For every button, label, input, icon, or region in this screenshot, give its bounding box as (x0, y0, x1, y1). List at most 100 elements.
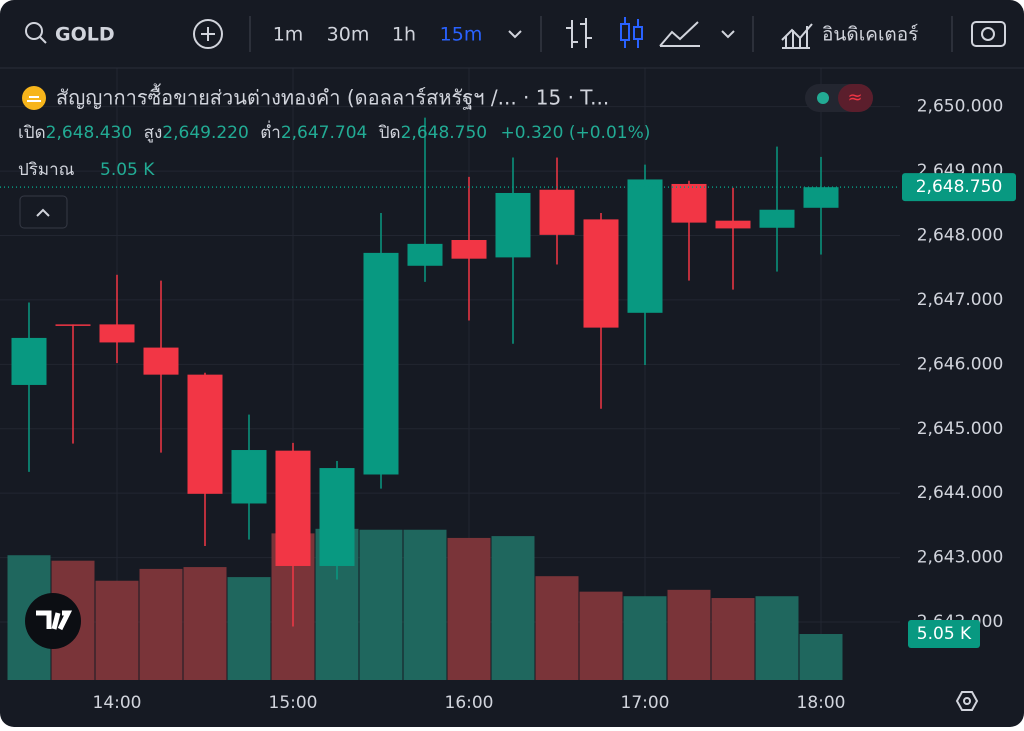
collapse-legend[interactable] (19, 195, 68, 229)
candle-icon (633, 26, 643, 40)
candle-body (803, 187, 839, 208)
symbol-search[interactable]: GOLD (25, 22, 115, 46)
candle-body (627, 179, 663, 313)
candle-icon (620, 23, 630, 41)
y-tick-label: 2,645.000 (917, 419, 1004, 439)
volume-bar (359, 529, 403, 680)
x-tick-label: 15:00 (269, 693, 318, 713)
candle-style-icon[interactable] (620, 17, 643, 48)
candle-body (583, 219, 619, 328)
volume-bar (139, 568, 183, 680)
y-tick-label: 2,644.000 (917, 483, 1004, 503)
indicators-label[interactable]: อินดิเคเตอร์ (822, 24, 918, 46)
candle-body (539, 189, 575, 235)
interval[interactable]: 1h (392, 24, 416, 46)
logo-mark (36, 610, 73, 631)
camera-icon (981, 27, 995, 41)
volume-bar (447, 537, 491, 680)
add-symbol[interactable] (193, 19, 223, 49)
candle-body (363, 252, 399, 475)
candle-body (715, 220, 751, 229)
candle-body (759, 209, 795, 228)
settings-button[interactable] (955, 691, 979, 711)
volume-badge (908, 620, 980, 649)
volume-label: ปริมาณ (18, 160, 75, 180)
camera-icon (971, 21, 1006, 47)
open-value: 2,648.430 (46, 123, 133, 143)
volume-bar (711, 598, 755, 680)
plot-area (0, 68, 900, 680)
change-value: +0.320 (+0.01%) (501, 123, 651, 143)
snapshot-button[interactable] (971, 21, 1006, 47)
plus-icon (201, 27, 215, 41)
volume-bar (95, 580, 139, 680)
search-icon (39, 36, 47, 44)
volume-bar (535, 576, 579, 680)
x-tick-label: 14:00 (93, 693, 142, 713)
high-label: สูง (144, 123, 163, 143)
legend: สัญญาการซื้อขายส่วนต่างทองคำ (ดอลลาร์สหร… (18, 84, 873, 229)
candle-body (187, 374, 223, 494)
logo-bg (25, 593, 81, 649)
legend-title: สัญญาการซื้อขายส่วนต่างทองคำ (ดอลลาร์สหร… (56, 84, 609, 110)
candle-body (407, 243, 443, 266)
tv-logo[interactable] (25, 593, 81, 649)
candle-body (11, 337, 47, 385)
indicator-icon (781, 23, 813, 49)
candle-body (99, 324, 135, 343)
close-label: ปิด (378, 123, 401, 143)
low-value: 2,647.704 (281, 123, 368, 143)
candle-body (275, 450, 311, 566)
volume-bar (403, 529, 447, 680)
x-tick-label: 18:00 (797, 693, 846, 713)
indicators-button[interactable]: อินดิเคเตอร์ (781, 23, 918, 49)
candle-body (451, 240, 487, 259)
symbol[interactable]: GOLD (55, 24, 115, 46)
delay-icon: ≈ (847, 87, 862, 108)
high-value: 2,649.220 (162, 123, 249, 143)
interval-dropdown[interactable] (508, 30, 522, 39)
plus-icon (193, 19, 223, 49)
area-style-icon[interactable] (659, 21, 700, 47)
volume-bar (799, 634, 843, 680)
candle-body (671, 183, 707, 223)
x-tick-label: 17:00 (621, 693, 670, 713)
volume-bar (227, 577, 271, 680)
y-tick-label: 2,643.000 (917, 548, 1004, 568)
volume-bar (623, 596, 667, 680)
symbol-logo (27, 96, 41, 102)
low-label: ต่ำ (260, 120, 281, 143)
chart-type-dropdown[interactable] (721, 30, 735, 39)
candle-body (143, 347, 179, 375)
candle-body (231, 450, 267, 504)
volume-bar (183, 567, 227, 680)
market-status (817, 92, 829, 104)
delay-status (838, 84, 873, 112)
last-price-badge (902, 173, 1016, 202)
volume-badge-label: 5.05 K (917, 624, 972, 644)
y-tick-label: 2,650.000 (917, 97, 1004, 117)
y-tick-label: 2,647.000 (917, 290, 1004, 310)
y-tick-label: 2,648.000 (917, 225, 1004, 245)
candle-body (319, 468, 355, 566)
volume-bar (667, 589, 711, 680)
y-tick-label: 2,646.000 (917, 354, 1004, 374)
axis-overlay: 2,642.0002,643.0002,644.0002,645.0002,64… (93, 97, 1016, 713)
interval[interactable]: 1m (273, 24, 304, 46)
volume-bar (755, 596, 799, 680)
x-tick-label: 16:00 (445, 693, 494, 713)
toolbar: GOLD 1m 30m 1h 15m อินดิเคเตอร์ (0, 16, 1024, 69)
candle-body (495, 192, 531, 258)
interval-active[interactable]: 15m (440, 24, 483, 46)
ohlc-row: เปิด2,648.430 สูง2,649.220 ต่ำ2,647.704 … (18, 120, 650, 143)
volume-bar (579, 591, 623, 680)
close-value: 2,648.750 (401, 123, 488, 143)
volume-value: 5.05 K (100, 160, 155, 180)
interval[interactable]: 30m (327, 24, 370, 46)
bar-style-icon[interactable] (566, 18, 592, 48)
volume-bar (491, 536, 535, 680)
settings-icon (963, 697, 971, 705)
